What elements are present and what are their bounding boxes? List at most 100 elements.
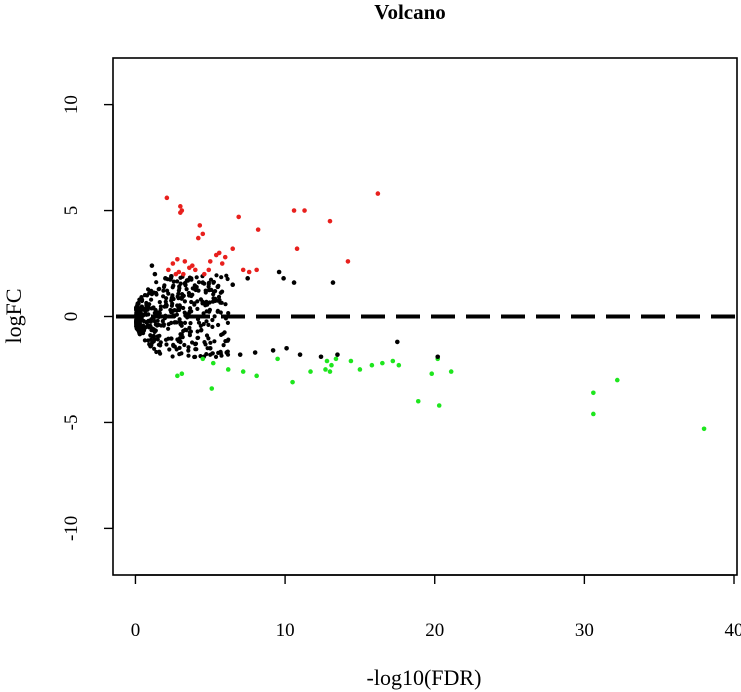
x-tick-label: 0 [131,620,141,641]
data-point [174,347,179,352]
data-point [160,319,165,324]
data-point [175,373,180,379]
y-tick-label: -10 [61,516,82,541]
data-point [178,339,183,345]
y-tick-label: 5 [61,206,82,216]
data-point [207,345,213,351]
data-point [170,354,175,359]
data-point [170,301,175,306]
data-point [164,296,169,301]
data-point [224,350,230,355]
data-point [208,340,213,345]
data-point [225,367,231,372]
data-point [175,256,180,262]
data-point [151,333,156,338]
data-point [209,386,215,391]
data-point [294,246,300,251]
scatter-points [149,191,707,432]
data-point [218,290,223,295]
data-point [357,367,363,372]
data-point [329,362,334,368]
nonsignificant-cloud [134,273,231,360]
data-point [290,379,295,385]
data-point [216,250,222,256]
y-axis: -10 -5 0 5 10 [61,95,114,541]
data-point [137,297,142,302]
data-point [134,310,139,315]
data-point [176,288,181,293]
data-point [157,333,162,338]
data-point [219,275,224,280]
data-point [210,324,215,329]
data-point [302,208,307,213]
data-point [149,292,154,297]
data-point [134,323,139,328]
data-point [177,352,182,357]
data-point [216,322,221,328]
data-point [154,349,159,355]
data-point [182,342,187,348]
data-point [204,319,209,324]
data-point [206,267,212,273]
data-point [161,284,167,290]
data-point [240,267,246,273]
data-point [163,276,168,281]
data-point [139,325,144,330]
data-point [201,271,207,277]
data-point [318,354,324,360]
x-tick-label: 10 [276,620,295,641]
data-point [179,371,185,377]
data-point [207,288,212,293]
data-point [215,308,220,313]
data-point [161,322,166,327]
data-point [172,320,177,325]
data-point [163,337,169,342]
data-point [200,280,206,285]
data-point [276,269,282,275]
data-point [189,293,194,299]
data-point [169,336,174,341]
data-point [134,320,139,325]
data-point [152,346,157,351]
data-point [201,311,206,316]
y-tick-label: 0 [61,312,82,322]
data-point [148,319,153,324]
data-point [169,273,174,279]
data-point [139,328,144,333]
data-point [195,329,200,334]
y-tick-label: -5 [61,415,82,431]
data-point [154,280,159,285]
data-point [169,296,174,301]
data-point [196,280,202,285]
data-point [275,356,280,362]
data-point [213,354,219,359]
data-point [254,373,259,379]
y-tick-label: 10 [61,95,82,114]
data-point [211,279,216,285]
data-point [226,311,231,316]
data-point [270,348,276,353]
data-point [157,300,162,305]
data-point [195,306,200,311]
data-point [173,271,179,277]
data-point [186,353,191,358]
data-point [166,322,171,327]
data-point [330,280,336,285]
data-point [170,308,176,313]
data-point [380,360,385,366]
data-point [591,411,596,417]
data-point [190,263,195,268]
data-point [591,390,596,396]
data-point [222,330,227,335]
data-point [333,356,339,362]
data-point [158,307,163,312]
data-point [198,297,203,302]
data-point [194,347,199,352]
data-point [182,259,188,264]
data-point [179,320,184,326]
data-point [230,246,236,251]
data-point [181,293,186,298]
chart-title: Volcano [374,0,446,24]
x-axis: 0 10 20 30 40 [131,574,741,641]
